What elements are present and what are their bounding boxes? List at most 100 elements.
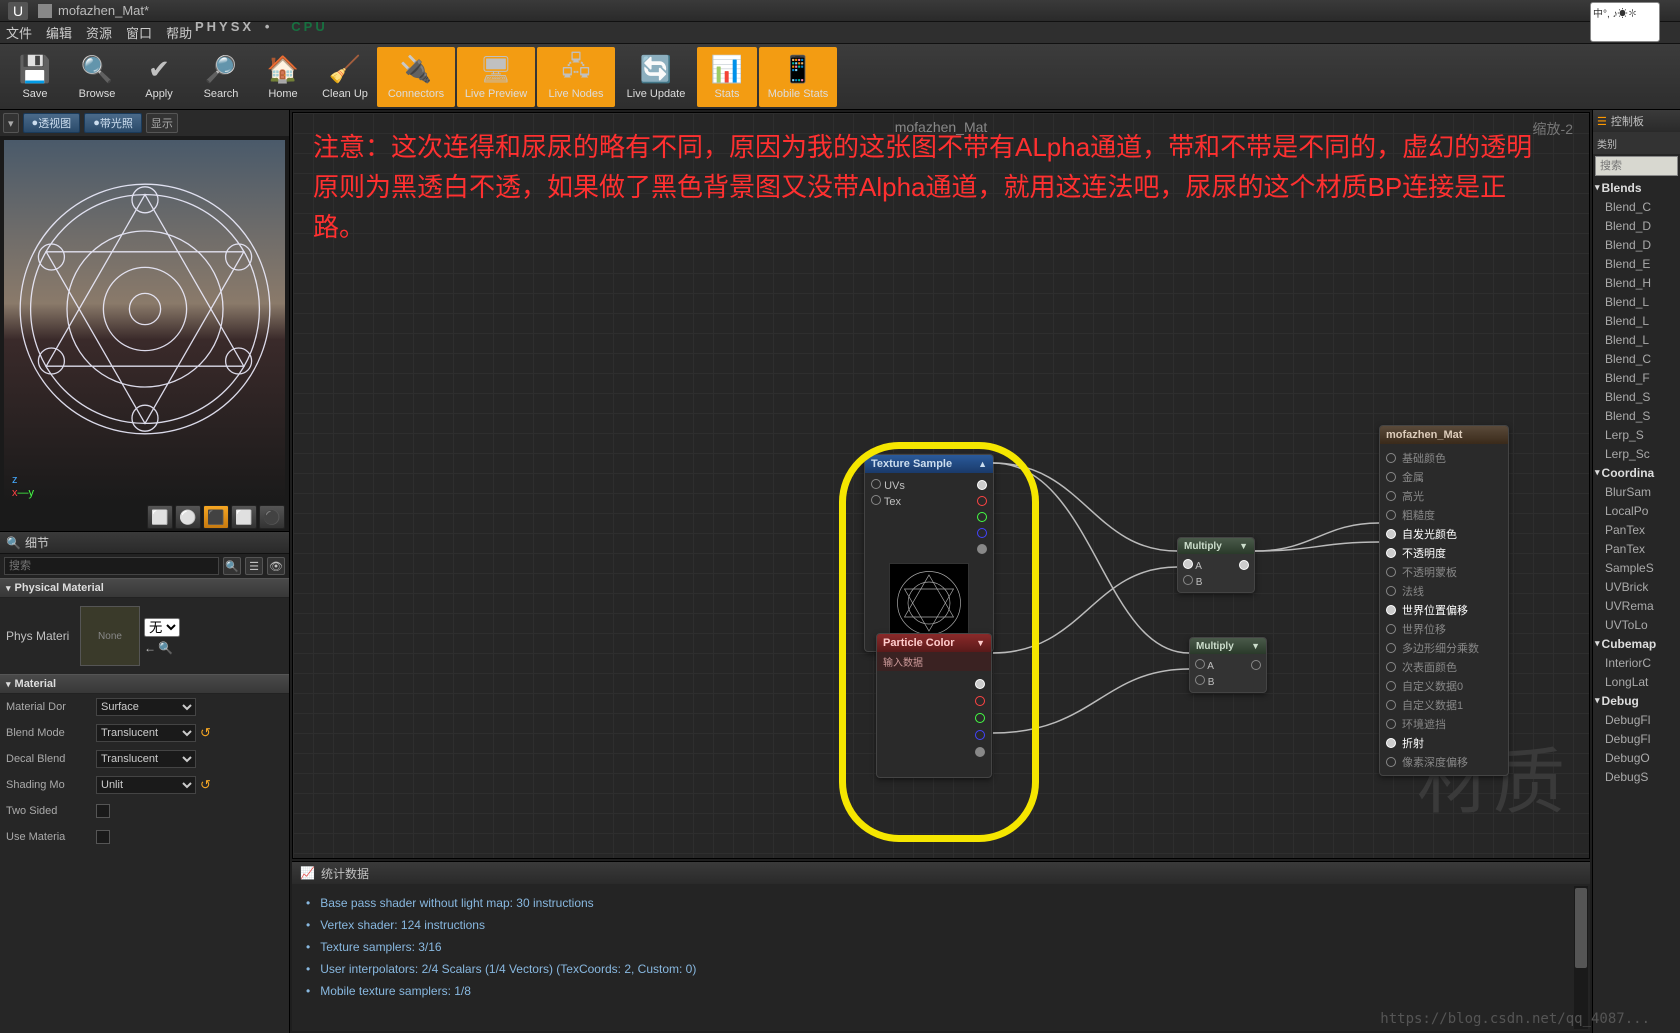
palette-item[interactable]: Blend_F: [1593, 368, 1680, 387]
palette-item[interactable]: BlurSam: [1593, 482, 1680, 501]
viewport-lit-button[interactable]: ● 带光照: [84, 113, 142, 133]
toolbar-livepreview-button[interactable]: 🖥Live Preview: [457, 47, 535, 107]
palette-item[interactable]: Blend_C: [1593, 349, 1680, 368]
material-input-pin[interactable]: [1386, 472, 1396, 482]
node-header[interactable]: Multiply▼: [1178, 538, 1254, 554]
preview-shape-button[interactable]: ⚪: [175, 505, 201, 529]
palette-item[interactable]: UVToLo: [1593, 615, 1680, 634]
toolbar-liveupdate-button[interactable]: 🔄Live Update: [617, 47, 695, 107]
palette-item[interactable]: Blend_L: [1593, 311, 1680, 330]
browse-to-icon[interactable]: 🔍: [158, 641, 173, 655]
material-input-pin[interactable]: [1386, 738, 1396, 748]
palette-item[interactable]: Blend_C: [1593, 197, 1680, 216]
toolbar-cleanup-button[interactable]: 🧹Clean Up: [315, 47, 375, 107]
input-pin-a[interactable]: [1195, 659, 1205, 669]
viewport-perspective-button[interactable]: ● 透视图: [23, 113, 81, 133]
material-input-pin[interactable]: [1386, 605, 1396, 615]
material-input-pin[interactable]: [1386, 624, 1396, 634]
input-pin[interactable]: [871, 495, 881, 505]
output-pin[interactable]: [1251, 660, 1261, 670]
material-input-pin[interactable]: [1386, 719, 1396, 729]
reset-icon[interactable]: ↺: [200, 725, 211, 741]
output-pin-rgb[interactable]: [975, 679, 985, 689]
palette-item[interactable]: DebugO: [1593, 748, 1680, 767]
preview-shape-button[interactable]: ⬜: [147, 505, 173, 529]
output-pin-a[interactable]: [975, 747, 985, 757]
toolbar-connectors-button[interactable]: 🔌Connectors: [377, 47, 455, 107]
material-input-pin[interactable]: [1386, 586, 1396, 596]
material-input-pin[interactable]: [1386, 681, 1396, 691]
palette-item[interactable]: Blend_H: [1593, 273, 1680, 292]
texture-thumbnail[interactable]: [889, 563, 969, 643]
eye-icon[interactable]: 👁: [267, 557, 285, 575]
palette-category[interactable]: Debug: [1593, 691, 1680, 710]
palette-header[interactable]: ☰控制板: [1593, 110, 1680, 132]
collapse-icon[interactable]: ▼: [976, 638, 985, 648]
palette-item[interactable]: DebugFl: [1593, 710, 1680, 729]
phys-material-thumb[interactable]: None: [80, 606, 140, 666]
view-options-icon[interactable]: ☰: [245, 557, 263, 575]
node-header[interactable]: mofazhen_Mat: [1380, 426, 1508, 444]
material-input-pin[interactable]: [1386, 453, 1396, 463]
node-header[interactable]: Texture Sample▲: [865, 455, 993, 473]
palette-item[interactable]: UVBrick: [1593, 577, 1680, 596]
material-input-pin[interactable]: [1386, 548, 1396, 558]
toolbar-mobilestats-button[interactable]: 📱Mobile Stats: [759, 47, 837, 107]
shading-model-select[interactable]: Unlit: [96, 776, 196, 794]
menu-window[interactable]: 窗口: [126, 23, 152, 42]
collapse-icon[interactable]: ▲: [978, 459, 987, 469]
material-input-pin[interactable]: [1386, 529, 1396, 539]
search-lens-icon[interactable]: 🔍: [223, 557, 241, 575]
input-pin-b[interactable]: [1183, 575, 1193, 585]
node-header[interactable]: Particle Color▼: [877, 634, 991, 652]
input-pin-a[interactable]: [1183, 559, 1193, 569]
palette-item[interactable]: UVRema: [1593, 596, 1680, 615]
palette-item[interactable]: Blend_L: [1593, 330, 1680, 349]
palette-item[interactable]: Blend_D: [1593, 235, 1680, 254]
output-pin-b[interactable]: [975, 730, 985, 740]
palette-item[interactable]: PanTex: [1593, 520, 1680, 539]
node-multiply-2[interactable]: Multiply▼ A B: [1189, 637, 1267, 693]
details-tab[interactable]: 🔍细节: [0, 532, 289, 554]
output-pin-rgb[interactable]: [977, 480, 987, 490]
palette-item[interactable]: Lerp_S: [1593, 425, 1680, 444]
material-input-pin[interactable]: [1386, 510, 1396, 520]
menu-edit[interactable]: 编辑: [46, 23, 72, 42]
palette-item[interactable]: Blend_L: [1593, 292, 1680, 311]
toolbar-home-button[interactable]: 🏠Home: [253, 47, 313, 107]
palette-category[interactable]: Cubemap: [1593, 634, 1680, 653]
material-input-pin[interactable]: [1386, 567, 1396, 577]
preview-shape-button[interactable]: ⚫: [259, 505, 285, 529]
output-pin-b[interactable]: [977, 528, 987, 538]
node-texture-sample[interactable]: Texture Sample▲ UVs Tex: [864, 454, 994, 652]
material-input-pin[interactable]: [1386, 662, 1396, 672]
stats-scrollbar[interactable]: [1574, 886, 1588, 1029]
palette-item[interactable]: Blend_S: [1593, 387, 1680, 406]
node-particle-color[interactable]: Particle Color▼ 输入数据: [876, 633, 992, 778]
palette-item[interactable]: Blend_E: [1593, 254, 1680, 273]
toolbar-stats-button[interactable]: 📊Stats: [697, 47, 757, 107]
menu-asset[interactable]: 资源: [86, 23, 112, 42]
input-pin-b[interactable]: [1195, 675, 1205, 685]
node-multiply-1[interactable]: Multiply▼ A B: [1177, 537, 1255, 593]
toolbar-save-button[interactable]: 💾Save: [5, 47, 65, 107]
material-domain-select[interactable]: Surface: [96, 698, 196, 716]
viewport-show-button[interactable]: 显示: [146, 113, 178, 133]
category-material[interactable]: Material: [0, 674, 289, 694]
output-pin-r[interactable]: [975, 696, 985, 706]
palette-item[interactable]: DebugS: [1593, 767, 1680, 786]
toolbar-search-button[interactable]: 🔎Search: [191, 47, 251, 107]
collapse-icon[interactable]: ▼: [1239, 541, 1248, 551]
palette-item[interactable]: Blend_S: [1593, 406, 1680, 425]
palette-search-input[interactable]: [1595, 156, 1678, 176]
toolbar-livenodes-button[interactable]: 🖧Live Nodes: [537, 47, 615, 107]
node-header[interactable]: Multiply▼: [1190, 638, 1266, 654]
material-input-pin[interactable]: [1386, 757, 1396, 767]
two-sided-checkbox[interactable]: [96, 804, 110, 818]
details-search-input[interactable]: [4, 557, 219, 575]
palette-category[interactable]: Blends: [1593, 178, 1680, 197]
palette-category[interactable]: Coordina: [1593, 463, 1680, 482]
material-input-pin[interactable]: [1386, 491, 1396, 501]
stats-tab[interactable]: 📈统计数据: [292, 862, 1590, 884]
toolbar-browse-button[interactable]: 🔍Browse: [67, 47, 127, 107]
